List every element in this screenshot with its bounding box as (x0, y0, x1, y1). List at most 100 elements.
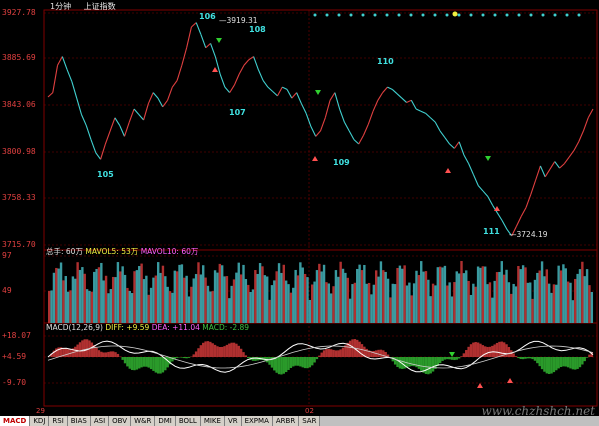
price-line-segment (167, 86, 173, 101)
macd-histogram-bar (329, 349, 333, 357)
tab-arbr[interactable]: ARBR (272, 416, 300, 426)
macd-histogram-bar (507, 346, 511, 357)
macd-histogram-bar (244, 355, 248, 357)
macd-histogram-bar (533, 357, 537, 361)
price-line-segment (343, 121, 350, 132)
signal-dot (445, 13, 449, 17)
volume-bar (225, 276, 229, 323)
macd-histogram-bar (202, 342, 205, 357)
macd-histogram-bar (254, 357, 257, 361)
macd-histogram-bar (157, 357, 160, 374)
price-line-segment (420, 110, 426, 114)
macd-histogram-bar (514, 356, 518, 357)
macd-histogram-bar (142, 357, 146, 367)
volume-bar (448, 282, 451, 323)
chart-header: 1分钟 上证指数 (50, 1, 116, 12)
price-line-segment (152, 92, 159, 99)
tab-mike[interactable]: MIKE (200, 416, 225, 426)
tab-wr[interactable]: W&R (131, 416, 156, 426)
tab-rsi[interactable]: RSI (49, 416, 68, 426)
macd-histogram-bar (185, 357, 188, 359)
price-line-segment (410, 100, 417, 110)
macd-histogram-bar (180, 357, 184, 358)
tab-bias[interactable]: BIAS (67, 416, 91, 426)
volume-bar (216, 272, 219, 323)
macd-histogram-bar (159, 357, 162, 374)
volume-bar (510, 293, 513, 323)
volume-bar (547, 283, 551, 323)
macd-histogram-bar (133, 357, 136, 371)
macd-histogram-bar (211, 343, 214, 357)
macd-histogram-bar (268, 357, 271, 365)
macd-histogram-bar (363, 346, 366, 357)
sell-arrow-icon (485, 156, 491, 161)
macd-histogram-bar (474, 342, 477, 357)
macd-histogram-bar (197, 348, 200, 357)
macd-histogram-bar (173, 357, 176, 360)
price-line-segment (372, 100, 379, 112)
volume-bar (303, 273, 307, 323)
price-line-segment (123, 121, 130, 137)
tab-asi[interactable]: ASI (90, 416, 110, 426)
volume-bar (159, 272, 162, 323)
volume-bar (514, 286, 518, 323)
tab-boll[interactable]: BOLL (175, 416, 201, 426)
volume-bar (109, 289, 113, 323)
macd-histogram-bar (391, 357, 394, 362)
price-line-segment (76, 97, 82, 115)
macd-histogram-bar (512, 353, 515, 357)
tab-kdj[interactable]: KDJ (30, 416, 50, 426)
macd-histogram-bar (228, 343, 231, 357)
volume-bar (133, 271, 136, 323)
tab-vr[interactable]: VR (224, 416, 242, 426)
price-line-segment (563, 156, 570, 165)
volume-bar (145, 275, 148, 323)
volume-bar (180, 264, 184, 323)
macd-histogram-bar (187, 357, 191, 358)
volume-bar (178, 264, 181, 323)
macd-histogram-bar (270, 357, 274, 368)
tab-dmi[interactable]: DMI (155, 416, 176, 426)
macd-histogram-bar (140, 357, 143, 368)
price-line-segment (57, 56, 63, 66)
macd-histogram-bar (100, 351, 103, 357)
volume-bar (270, 285, 274, 323)
volume-bar (441, 267, 444, 323)
macd-histogram-bar (52, 350, 56, 357)
volume-bar (126, 287, 129, 323)
tab-expma[interactable]: EXPMA (241, 416, 273, 426)
volume-bar (382, 270, 385, 323)
tab-obv[interactable]: OBV (109, 416, 132, 426)
volume-bar (149, 287, 153, 323)
volume-bar (175, 271, 179, 323)
signal-dot (541, 13, 545, 17)
macd-histogram-bar (552, 357, 556, 373)
volume-axis-label: 49 (2, 286, 12, 295)
macd-histogram-bar (588, 354, 591, 357)
macd-histogram-bar (370, 351, 373, 357)
macd-histogram-bar (199, 345, 203, 357)
macd-histogram-bar (109, 351, 113, 357)
macd-histogram-bar (289, 357, 293, 368)
price-line-segment (276, 86, 283, 97)
macd-histogram-bar (164, 357, 167, 371)
macd-histogram-bar (469, 344, 473, 357)
tab-macd[interactable]: MACD (0, 416, 31, 426)
volume-bar (341, 268, 345, 323)
price-axis-label: 3843.06 (2, 100, 36, 109)
volume-bar (507, 282, 511, 323)
volume-bar (280, 272, 283, 323)
price-axis-label: 3927.78 (2, 8, 36, 17)
tab-sar[interactable]: SAR (299, 416, 321, 426)
volume-bar (363, 264, 366, 323)
volume-bar (235, 272, 238, 323)
macd-histogram-bar (239, 348, 243, 357)
macd-histogram-bar (460, 356, 463, 357)
volume-bar (166, 286, 169, 323)
volume-bar (78, 269, 82, 323)
volume-bar (543, 276, 546, 323)
diff-line (47, 340, 594, 373)
macd-histogram-bar (102, 352, 105, 357)
volume-bar (427, 279, 430, 323)
